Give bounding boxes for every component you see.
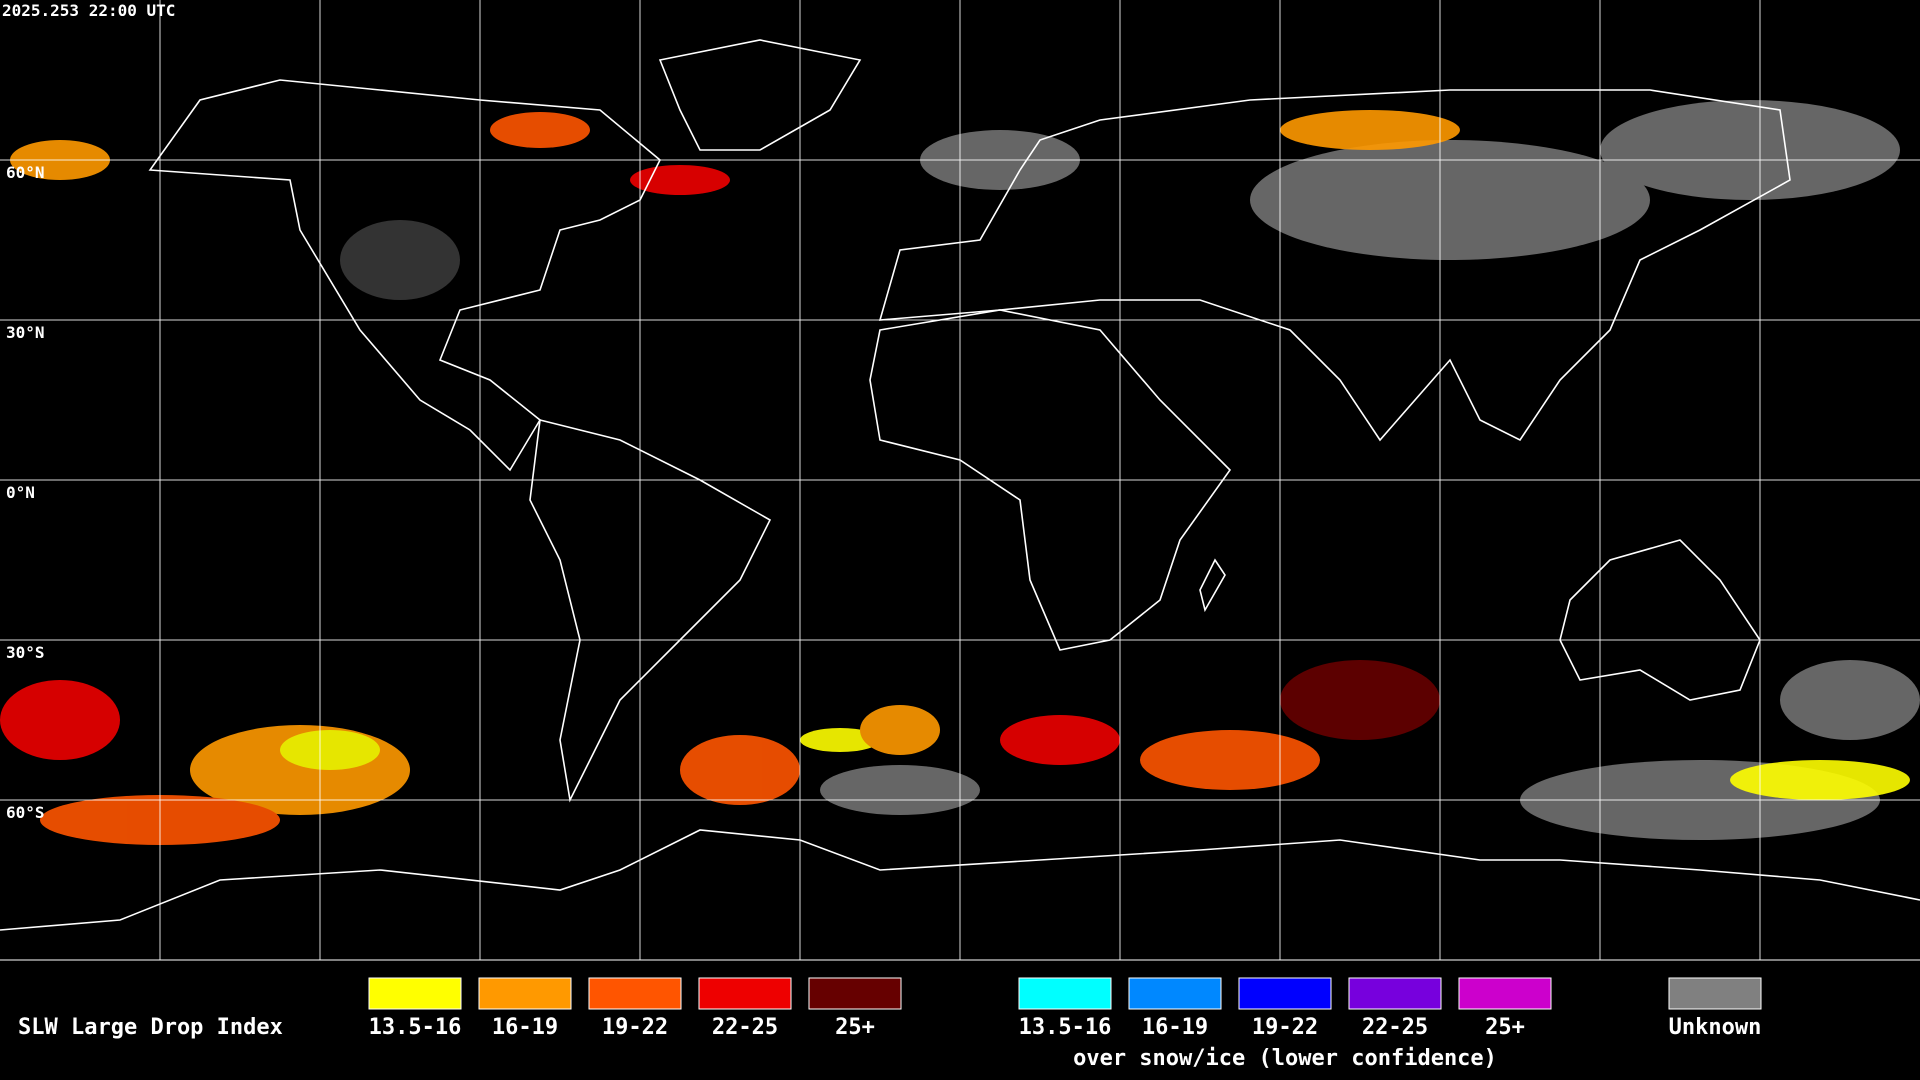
legend-label: 13.5-16 xyxy=(369,1015,462,1040)
legend-label: Unknown xyxy=(1669,1015,1762,1040)
legend-label: 25+ xyxy=(1485,1015,1525,1040)
legend-swatch xyxy=(808,977,902,1010)
latitude-label: 60°N xyxy=(6,163,45,182)
legend-swatch xyxy=(1668,977,1762,1010)
latitude-label: 60°S xyxy=(6,803,45,822)
latitude-label: 0°N xyxy=(6,483,35,502)
legend-label: 25+ xyxy=(835,1015,875,1040)
legend-label: 19-22 xyxy=(602,1015,668,1040)
legend-swatch xyxy=(1018,977,1112,1010)
legend-swatch xyxy=(588,977,682,1010)
latitude-labels: 60°N 30°N 0°N 30°S 60°S xyxy=(6,163,45,822)
legend-swatch xyxy=(368,977,462,1010)
legend-label: 22-25 xyxy=(1362,1015,1428,1040)
graticule xyxy=(0,0,1920,960)
legend-label: 16-19 xyxy=(1142,1015,1208,1040)
legend-swatch xyxy=(478,977,572,1010)
legend-swatch xyxy=(1458,977,1552,1010)
legend-swatch xyxy=(1348,977,1442,1010)
legend-caption: over snow/ice (lower confidence) xyxy=(1073,1046,1497,1071)
legend-swatch xyxy=(1128,977,1222,1010)
cloud-field xyxy=(0,100,1920,845)
legend-label: 19-22 xyxy=(1252,1015,1318,1040)
legend-title: SLW Large Drop Index xyxy=(18,1015,283,1040)
legend-label: 13.5-16 xyxy=(1019,1015,1112,1040)
legend-swatch xyxy=(698,977,792,1010)
legend-swatch xyxy=(1238,977,1332,1010)
coastlines xyxy=(0,39,1920,931)
latitude-label: 30°N xyxy=(6,323,45,342)
latitude-label: 30°S xyxy=(6,643,45,662)
legend-label: 16-19 xyxy=(492,1015,558,1040)
legend-label: 22-25 xyxy=(712,1015,778,1040)
timestamp: 2025.253 22:00 UTC xyxy=(2,1,175,20)
legend: SLW Large Drop Index 13.5-16 16-19 19-22 22… xyxy=(18,977,1762,1071)
